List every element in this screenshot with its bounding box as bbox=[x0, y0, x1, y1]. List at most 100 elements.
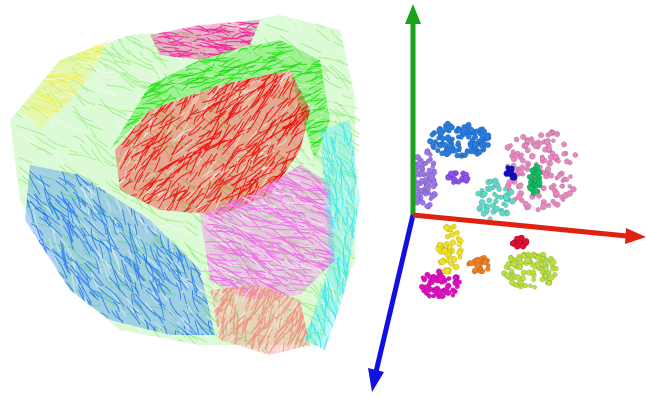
streamline bbox=[329, 341, 333, 364]
streamline bbox=[32, 297, 50, 302]
point bbox=[519, 153, 524, 158]
point bbox=[445, 290, 451, 296]
streamline bbox=[340, 311, 350, 326]
point bbox=[458, 255, 462, 259]
point bbox=[561, 198, 565, 202]
streamline bbox=[16, 212, 25, 219]
streamline bbox=[16, 53, 33, 58]
point bbox=[561, 151, 566, 156]
point bbox=[471, 149, 476, 154]
streamline bbox=[357, 264, 369, 285]
streamline bbox=[87, 335, 94, 346]
streamline bbox=[53, 26, 78, 40]
streamline bbox=[359, 345, 369, 370]
streamline bbox=[331, 335, 334, 356]
point bbox=[424, 204, 429, 209]
streamline bbox=[18, 74, 39, 82]
streamline bbox=[40, 330, 64, 350]
point bbox=[430, 195, 435, 200]
streamline bbox=[22, 285, 30, 291]
streamline bbox=[352, 297, 354, 329]
streamline bbox=[160, 21, 180, 29]
point bbox=[456, 180, 461, 185]
streamline bbox=[31, 44, 45, 56]
streamline bbox=[355, 239, 364, 256]
streamline bbox=[348, 309, 364, 328]
streamline bbox=[49, 327, 54, 342]
point bbox=[540, 156, 544, 160]
streamline bbox=[63, 22, 79, 35]
streamline bbox=[345, 326, 348, 346]
point bbox=[497, 187, 502, 192]
streamline bbox=[343, 314, 345, 325]
streamline bbox=[357, 246, 360, 256]
point bbox=[553, 154, 559, 160]
streamline bbox=[154, 342, 164, 347]
streamline bbox=[356, 294, 362, 308]
streamline bbox=[40, 318, 48, 327]
point bbox=[424, 289, 430, 295]
streamline bbox=[342, 26, 360, 37]
point bbox=[548, 275, 554, 281]
point bbox=[536, 180, 542, 186]
streamline bbox=[312, 343, 316, 358]
streamline bbox=[113, 335, 124, 361]
streamline bbox=[110, 21, 118, 29]
streamline bbox=[45, 278, 58, 285]
streamline bbox=[351, 289, 360, 297]
streamline bbox=[149, 20, 161, 26]
streamline bbox=[121, 334, 140, 349]
streamline bbox=[28, 57, 50, 60]
streamline bbox=[64, 298, 70, 309]
streamline bbox=[57, 43, 75, 52]
streamline bbox=[15, 324, 31, 341]
streamline bbox=[11, 334, 24, 337]
streamline bbox=[330, 340, 333, 369]
streamline bbox=[75, 303, 84, 322]
streamline bbox=[28, 20, 40, 26]
point bbox=[466, 134, 472, 140]
point bbox=[426, 159, 431, 164]
streamline bbox=[332, 333, 356, 340]
point bbox=[536, 193, 541, 198]
streamline bbox=[98, 325, 107, 351]
point bbox=[503, 187, 507, 191]
point bbox=[444, 268, 450, 274]
point bbox=[512, 173, 517, 178]
point bbox=[547, 270, 551, 274]
point bbox=[440, 259, 446, 265]
streamline bbox=[39, 329, 50, 341]
streamline bbox=[353, 275, 364, 296]
streamline bbox=[111, 334, 137, 341]
streamline bbox=[176, 343, 195, 348]
point bbox=[460, 176, 464, 180]
streamline bbox=[32, 320, 43, 341]
streamline bbox=[17, 316, 38, 337]
point bbox=[424, 150, 429, 155]
streamline bbox=[324, 21, 337, 26]
point bbox=[493, 181, 498, 186]
streamline bbox=[28, 312, 41, 318]
streamline bbox=[43, 309, 67, 322]
streamline bbox=[340, 336, 347, 344]
point bbox=[452, 275, 457, 280]
point bbox=[540, 204, 546, 210]
streamline bbox=[51, 333, 67, 337]
streamline bbox=[34, 296, 51, 318]
streamline bbox=[339, 20, 361, 37]
point bbox=[520, 158, 526, 164]
streamline bbox=[40, 278, 54, 294]
streamline bbox=[41, 339, 56, 343]
point bbox=[485, 266, 490, 271]
streamline bbox=[61, 37, 79, 55]
point bbox=[442, 248, 448, 254]
point bbox=[568, 184, 572, 188]
point bbox=[483, 260, 488, 265]
point bbox=[439, 151, 444, 156]
point bbox=[523, 201, 529, 207]
point bbox=[529, 153, 535, 159]
point bbox=[481, 269, 486, 274]
point bbox=[556, 159, 560, 163]
streamline bbox=[352, 342, 358, 357]
point bbox=[451, 180, 456, 185]
